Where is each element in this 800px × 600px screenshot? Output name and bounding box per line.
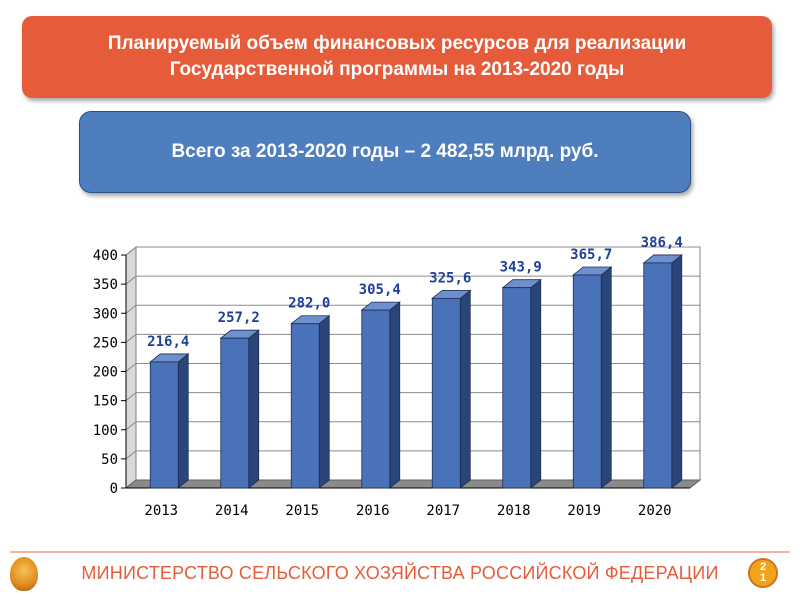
ministry-name: МИНИСТЕРСТВО СЕЛЬСКОГО ХОЗЯЙСТВА РОССИЙС… bbox=[81, 563, 719, 583]
y-tick-label: 50 bbox=[101, 452, 118, 468]
bar bbox=[220, 337, 250, 489]
bar-side bbox=[248, 329, 260, 489]
bar bbox=[643, 262, 673, 489]
bar-side bbox=[177, 353, 189, 489]
title-banner: Планируемый объем финансовых ресурсов дл… bbox=[22, 16, 772, 98]
bar bbox=[431, 297, 461, 489]
data-label: 325,6 bbox=[429, 270, 471, 286]
bar bbox=[502, 287, 532, 489]
ministry-emblem-icon bbox=[10, 557, 38, 591]
title-line-2: Государственной программы на 2013-2020 г… bbox=[169, 59, 625, 80]
data-label: 282,0 bbox=[288, 296, 330, 312]
x-tick-label: 2015 bbox=[285, 503, 319, 519]
data-label: 343,9 bbox=[500, 260, 542, 276]
x-tick-label: 2020 bbox=[638, 503, 672, 519]
data-label: 216,4 bbox=[147, 334, 189, 350]
bar-side bbox=[459, 289, 471, 489]
bar bbox=[572, 274, 602, 489]
total-summary-text: Всего за 2013-2020 годы – 2 482,55 млрд.… bbox=[171, 141, 599, 162]
y-tick-label: 0 bbox=[110, 481, 118, 497]
bar bbox=[361, 309, 391, 489]
gridline bbox=[125, 246, 700, 256]
x-tick-label: 2018 bbox=[497, 503, 531, 519]
page-number-bottom: 1 bbox=[759, 572, 767, 584]
y-tick-label: 150 bbox=[93, 394, 118, 410]
gridline bbox=[125, 275, 700, 285]
data-label: 386,4 bbox=[641, 235, 683, 251]
bar-side bbox=[389, 301, 401, 489]
x-tick-label: 2014 bbox=[215, 503, 249, 519]
x-tick-label: 2016 bbox=[356, 503, 390, 519]
page-number-badge: 2 1 bbox=[748, 558, 778, 588]
data-label: 305,4 bbox=[359, 282, 401, 298]
footer-divider bbox=[10, 551, 790, 553]
bar bbox=[149, 361, 179, 489]
bar-side bbox=[600, 266, 612, 489]
y-tick-label: 300 bbox=[93, 306, 118, 322]
bar-side bbox=[318, 314, 330, 489]
bar bbox=[290, 323, 320, 489]
chart-floor bbox=[124, 479, 702, 489]
funding-bar-chart: 0 50 100 150 200 250 300 350 400 216,4 2013 257,2 20… bbox=[93, 235, 702, 519]
bar-side bbox=[530, 278, 542, 489]
total-summary-box: Всего за 2013-2020 годы – 2 482,55 млрд.… bbox=[79, 111, 691, 193]
data-label: 257,2 bbox=[218, 310, 260, 326]
x-tick-label: 2013 bbox=[144, 503, 178, 519]
x-tick-label: 2019 bbox=[567, 503, 601, 519]
x-tick-label: 2017 bbox=[426, 503, 460, 519]
page-number-top: 2 bbox=[759, 561, 767, 573]
bar-side bbox=[671, 254, 683, 489]
y-tick-label: 400 bbox=[93, 248, 118, 264]
y-tick-label: 250 bbox=[93, 335, 118, 351]
y-tick-label: 350 bbox=[93, 277, 118, 293]
data-label: 365,7 bbox=[570, 247, 612, 263]
title-line-1: Планируемый объем финансовых ресурсов дл… bbox=[107, 33, 687, 54]
y-tick-label: 200 bbox=[93, 365, 118, 381]
y-tick-label: 100 bbox=[93, 423, 118, 439]
